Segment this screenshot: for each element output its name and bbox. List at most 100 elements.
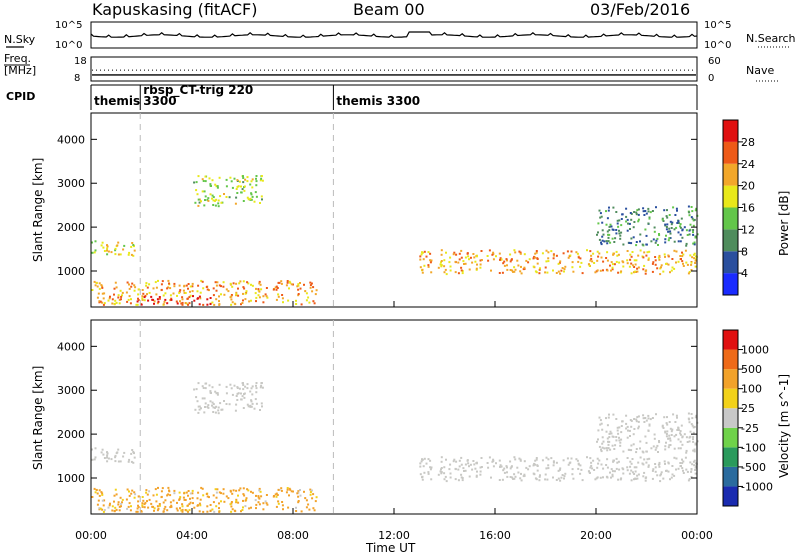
velocity-cell: [161, 487, 164, 490]
power-cell: [577, 256, 580, 259]
power-cell: [620, 224, 623, 227]
velocity-cell: [212, 406, 215, 409]
velocity-cell: [153, 509, 155, 512]
cpid-segment-sub: 3300: [143, 94, 176, 108]
velocity-cell: [197, 504, 199, 507]
power-cell: [109, 295, 111, 298]
power-cell: [690, 263, 693, 266]
velocity-cell: [669, 437, 672, 440]
power-cell: [191, 282, 194, 285]
power-cell: [660, 266, 662, 269]
power-cell: [212, 199, 215, 202]
velocity-cell: [440, 456, 443, 459]
power-cell: [609, 223, 612, 226]
power-cell: [313, 302, 316, 305]
velocity-cell: [643, 471, 646, 474]
velocity-cell: [474, 467, 477, 470]
power-cell: [251, 178, 254, 181]
velocity-cell: [133, 452, 135, 455]
power-cell: [235, 291, 238, 294]
velocity-cell: [255, 402, 258, 405]
velocity-cell: [645, 441, 648, 444]
power-cell: [183, 291, 186, 294]
velocity-cell: [297, 501, 300, 504]
velocity-cell: [230, 505, 233, 508]
power-cell: [443, 271, 446, 274]
velocity-cell: [462, 467, 465, 470]
power-cell: [668, 237, 671, 240]
power-cell: [103, 292, 106, 295]
velocity-cell: [215, 405, 218, 408]
power-cell: [214, 204, 217, 207]
velocity-cell: [206, 505, 209, 508]
velocity-cell: [254, 398, 257, 401]
power-cell: [550, 250, 553, 253]
power-cell: [242, 177, 245, 179]
velocity-cell: [197, 491, 200, 494]
power-cell: [491, 253, 494, 256]
velocity-cell: [444, 475, 447, 478]
velocity-cell: [687, 412, 690, 415]
power-cell: [607, 233, 609, 236]
velocity-cell: [523, 474, 526, 477]
power-cell: [147, 299, 150, 302]
power-cell: [499, 257, 502, 260]
velocity-cell: [586, 456, 588, 459]
power-cell: [535, 271, 538, 274]
power-cell: [250, 180, 253, 183]
velocity-cell: [615, 439, 618, 442]
velocity-cell: [236, 392, 239, 395]
velocity-cell: [665, 433, 668, 435]
power-cell: [172, 292, 175, 295]
velocity-cell: [211, 386, 214, 389]
power-cell: [242, 175, 244, 178]
power-cell: [250, 283, 252, 286]
velocity-cell: [534, 459, 537, 462]
velocity-cell: [198, 510, 201, 513]
power-cell: [255, 300, 257, 303]
velocity-cell: [696, 440, 699, 443]
velocity-cell: [628, 472, 631, 475]
velocity-cell: [181, 510, 184, 513]
freq-left-tick-top: 18: [74, 56, 87, 67]
velocity-cell: [231, 492, 234, 495]
power-cell: [616, 222, 619, 225]
velocity-cell: [544, 473, 547, 476]
power-cell: [660, 264, 663, 267]
power-cell: [663, 209, 666, 212]
velocity-cell: [123, 451, 126, 454]
velocity-cell: [144, 501, 147, 504]
power-cell: [445, 273, 448, 276]
velocity-cell: [117, 501, 120, 504]
velocity-cell: [645, 461, 648, 464]
power-cell: [240, 185, 242, 188]
power-cell: [303, 283, 305, 286]
power-cell: [562, 252, 565, 255]
power-cell: [665, 234, 667, 237]
power-cell: [628, 222, 631, 225]
power-cell: [642, 256, 645, 259]
velocity-cell: [180, 509, 183, 512]
power-cell: [610, 225, 613, 228]
velocity-cell: [217, 412, 220, 415]
power-cell: [667, 239, 670, 242]
power-cell: [223, 293, 226, 296]
power-cell: [241, 188, 244, 191]
power-cell: [152, 287, 155, 290]
power-cell: [474, 260, 477, 263]
velocity-cell: [222, 488, 225, 491]
power-cell: [427, 264, 430, 267]
velocity-cell: [229, 383, 232, 386]
power-cell: [519, 270, 522, 273]
power-cell: [228, 196, 231, 199]
power-cell: [206, 288, 209, 291]
power-cell: [634, 270, 637, 273]
power-cell: [91, 241, 93, 244]
velocity-cell: [136, 510, 139, 513]
power-cell: [606, 242, 609, 245]
velocity-colorbar-swatch: [723, 369, 738, 389]
velocity-cell: [429, 468, 432, 471]
velocity-cell: [598, 445, 601, 448]
velocity-cell: [692, 440, 695, 443]
velocity-cell: [457, 479, 460, 482]
